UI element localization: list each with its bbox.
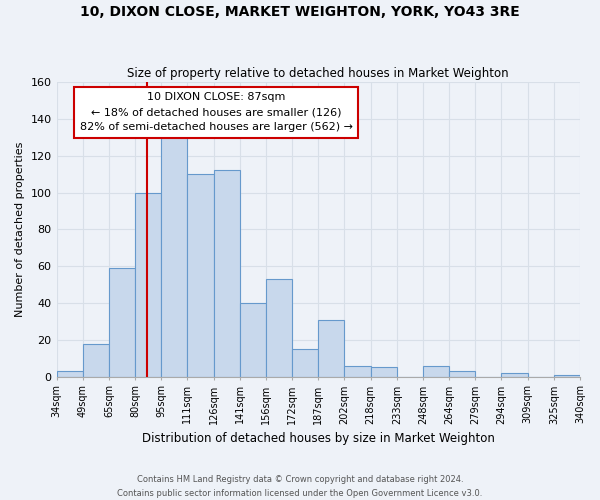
Bar <box>135 192 161 376</box>
Bar <box>266 279 292 376</box>
Text: 10, DIXON CLOSE, MARKET WEIGHTON, YORK, YO43 3RE: 10, DIXON CLOSE, MARKET WEIGHTON, YORK, … <box>80 5 520 19</box>
Bar <box>240 303 266 376</box>
Bar <box>292 349 318 376</box>
Bar <box>554 375 580 376</box>
Bar <box>187 174 214 376</box>
Y-axis label: Number of detached properties: Number of detached properties <box>15 142 25 317</box>
X-axis label: Distribution of detached houses by size in Market Weighton: Distribution of detached houses by size … <box>142 432 495 445</box>
Bar <box>423 366 449 376</box>
Bar <box>502 373 527 376</box>
Bar <box>83 344 109 376</box>
Bar <box>214 170 240 376</box>
Bar <box>371 368 397 376</box>
Title: Size of property relative to detached houses in Market Weighton: Size of property relative to detached ho… <box>127 66 509 80</box>
Bar <box>109 268 135 376</box>
Bar <box>318 320 344 376</box>
Text: 10 DIXON CLOSE: 87sqm
← 18% of detached houses are smaller (126)
82% of semi-det: 10 DIXON CLOSE: 87sqm ← 18% of detached … <box>80 92 353 132</box>
Bar <box>449 371 475 376</box>
Bar <box>344 366 371 376</box>
Bar <box>161 132 187 376</box>
Bar <box>56 371 83 376</box>
Text: Contains HM Land Registry data © Crown copyright and database right 2024.
Contai: Contains HM Land Registry data © Crown c… <box>118 476 482 498</box>
